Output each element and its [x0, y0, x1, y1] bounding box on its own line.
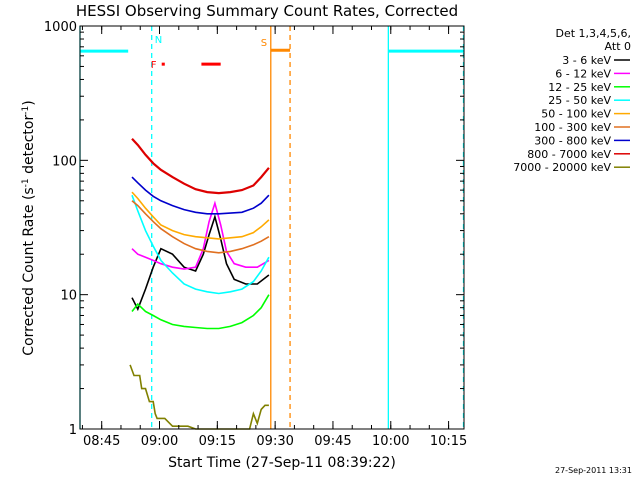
- series-line-3: [131, 194, 270, 295]
- series-line-0: [131, 213, 270, 312]
- legend-header-line2: Att 0: [605, 40, 631, 53]
- series-line-1: [131, 200, 270, 270]
- chart-title: HESSI Observing Summary Count Rates, Cor…: [76, 2, 458, 20]
- series-line-2: [131, 294, 270, 330]
- axes: 1 10 100 1000 08:45 09:00 09:15 09:30 09:45 10:00…: [44, 20, 467, 449]
- series-line-8: [129, 364, 269, 430]
- legend-header-line1: Det 1,3,4,5,6,: [555, 27, 631, 40]
- series-line-5: [131, 200, 270, 254]
- legend-label-7: 800 - 7000 keV: [527, 148, 611, 161]
- flag-marker-S: S: [261, 38, 267, 49]
- legend-label-3: 25 - 50 keV: [548, 94, 611, 107]
- x-tick-label-3: 09:30: [256, 434, 293, 449]
- x-tick-label-6: 10:15: [430, 434, 467, 449]
- legend-label-1: 6 - 12 keV: [555, 67, 611, 80]
- legend-label-4: 50 - 100 keV: [541, 108, 611, 121]
- y-axis-label-sup1: -1: [21, 178, 31, 187]
- y-axis-label: Corrected Count Rate (s-1 detector-1): [21, 100, 37, 355]
- x-axis-label: Start Time (27-Sep-11 08:39:22): [168, 455, 396, 471]
- y-axis-label-part1: Corrected Count Rate (s: [21, 187, 37, 355]
- legend-label-8: 7000 - 20000 keV: [513, 161, 611, 174]
- x-tick-label-4: 09:45: [314, 434, 351, 449]
- timestamp: 27-Sep-2011 13:31: [555, 466, 632, 475]
- y-axis-label-part3: ): [21, 100, 37, 105]
- series-line-7: [131, 137, 270, 195]
- y-axis-label-part2: detector: [21, 115, 37, 179]
- y-tick-label-1: 10: [60, 289, 77, 304]
- x-tick-label-5: 10:00: [372, 434, 409, 449]
- y-tick-label-3: 1000: [44, 20, 77, 35]
- x-tick-label-1: 09:00: [141, 434, 178, 449]
- x-tick-label-0: 08:45: [83, 434, 120, 449]
- x-tick-label-2: 09:15: [199, 434, 236, 449]
- y-tick-label-2: 100: [52, 154, 77, 169]
- plot-frame: [79, 25, 465, 430]
- legend-label-2: 12 - 25 keV: [548, 81, 611, 94]
- legend-label-6: 300 - 800 keV: [534, 134, 611, 147]
- series-line-4: [131, 191, 270, 240]
- y-tick-label-0: 1: [69, 423, 77, 438]
- flag-marker-F: F: [151, 60, 157, 71]
- flag-marker-N: N: [155, 35, 162, 46]
- legend-label-0: 3 - 6 keV: [562, 54, 611, 67]
- plot-area: N F S: [79, 26, 465, 430]
- legend-label-5: 100 - 300 keV: [534, 121, 611, 134]
- series-line-6: [131, 176, 270, 215]
- y-axis-label-sup2: -1: [21, 106, 31, 115]
